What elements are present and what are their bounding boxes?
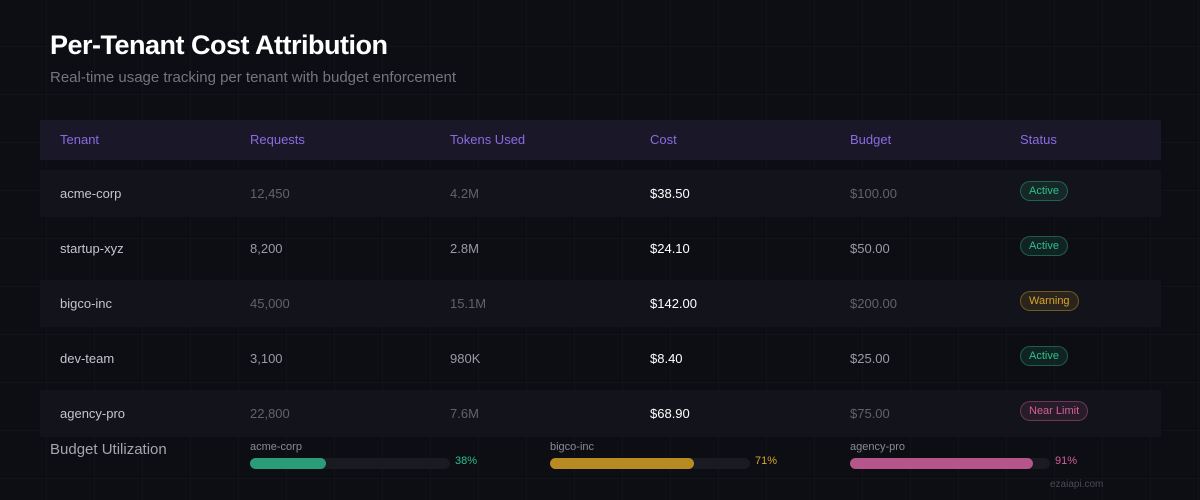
status-badge: Active <box>1020 181 1068 201</box>
table-row[interactable]: bigco-inc 45,000 15.1M $142.00 $200.00 Warnin… <box>40 280 1161 327</box>
budget-cell: $200.00 <box>850 296 897 311</box>
tenant-cell: dev-team <box>60 351 115 366</box>
utilization-bar-fill <box>850 458 1033 469</box>
table-header: Tenant Requests Tokens Used Cost Budget … <box>40 120 1161 160</box>
column-header-tenant[interactable]: Tenant <box>60 132 100 147</box>
utilization-bar-name: agency-pro <box>850 441 906 453</box>
utilization-bar-percent: 38% <box>455 455 478 467</box>
tokens-cell: 7.6M <box>450 406 479 421</box>
watermark: ezaiapi.com <box>1050 479 1104 490</box>
status-badge: Near Limit <box>1020 401 1089 421</box>
table-row[interactable]: startup-xyz 8,200 2.8M $24.10 $50.00 Active <box>40 225 1161 272</box>
utilization-bar-name: bigco-inc <box>550 441 595 453</box>
requests-cell: 22,800 <box>250 406 290 421</box>
utilization-bar-group: bigco-inc 71% <box>550 441 790 471</box>
column-header-requests[interactable]: Requests <box>250 132 305 147</box>
cost-cell: $24.10 <box>650 241 690 256</box>
budget-utilization-label: Budget Utilization <box>50 441 167 458</box>
budget-cell: $100.00 <box>850 186 897 201</box>
table-row[interactable]: acme-corp 12,450 4.2M $38.50 $100.00 Active <box>40 170 1161 217</box>
page-title: Per-Tenant Cost Attribution <box>50 30 388 60</box>
utilization-bar-name: acme-corp <box>250 441 302 453</box>
cost-cell: $38.50 <box>650 186 690 201</box>
utilization-bar-percent: 91% <box>1055 455 1078 467</box>
utilization-bar-fill <box>550 458 695 469</box>
utilization-bar-track <box>250 458 450 469</box>
requests-cell: 45,000 <box>250 296 290 311</box>
requests-cell: 12,450 <box>250 186 290 201</box>
tokens-cell: 980K <box>450 351 481 366</box>
status-badge: Warning <box>1020 291 1079 311</box>
table-row[interactable]: agency-pro 22,800 7.6M $68.90 $75.00 Near Lim… <box>40 390 1161 437</box>
budget-cell: $25.00 <box>850 351 890 366</box>
utilization-bar-track <box>550 458 750 469</box>
column-header-budget[interactable]: Budget <box>850 132 892 147</box>
utilization-bar-fill <box>250 458 326 469</box>
tenant-cell: agency-pro <box>60 406 126 421</box>
tenant-cell: bigco-inc <box>60 296 113 311</box>
cost-cell: $68.90 <box>650 406 690 421</box>
page-subtitle: Real-time usage tracking per tenant with… <box>50 69 457 86</box>
tenant-cell: acme-corp <box>60 186 122 201</box>
utilization-bar-group: agency-pro 91% <box>850 441 1090 471</box>
requests-cell: 3,100 <box>250 351 283 366</box>
status-badge: Active <box>1020 236 1068 256</box>
requests-cell: 8,200 <box>250 241 283 256</box>
column-header-tokens[interactable]: Tokens Used <box>450 132 526 147</box>
tokens-cell: 15.1M <box>450 296 487 311</box>
tokens-cell: 2.8M <box>450 241 479 256</box>
budget-cell: $50.00 <box>850 241 890 256</box>
utilization-bar-track <box>850 458 1050 469</box>
utilization-bar-group: acme-corp 38% <box>250 441 490 471</box>
budget-cell: $75.00 <box>850 406 890 421</box>
cost-cell: $142.00 <box>650 296 697 311</box>
tokens-cell: 4.2M <box>450 186 479 201</box>
tenant-cell: startup-xyz <box>60 241 124 256</box>
table-row[interactable]: dev-team 3,100 980K $8.40 $25.00 Active <box>40 335 1161 382</box>
column-header-status[interactable]: Status <box>1020 132 1057 147</box>
cost-cell: $8.40 <box>650 351 683 366</box>
status-badge: Active <box>1020 346 1068 366</box>
utilization-bar-percent: 71% <box>755 455 778 467</box>
column-header-cost[interactable]: Cost <box>650 132 677 147</box>
